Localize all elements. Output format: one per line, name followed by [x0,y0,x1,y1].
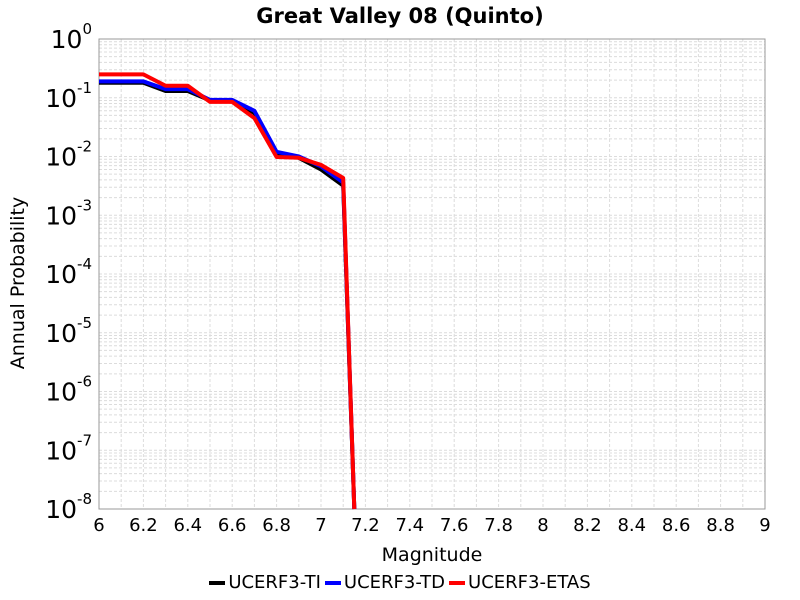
x-tick-label: 8.8 [706,515,735,536]
legend-swatch [209,580,226,585]
x-tick-label: 7.2 [351,515,380,536]
x-tick-label: 7.6 [440,515,469,536]
x-tick-label: 8.4 [617,515,646,536]
x-axis-label: Magnitude [382,544,483,566]
x-tick-label: 7.8 [484,515,513,536]
legend: UCERF3-TI UCERF3-TD UCERF3-ETAS [0,572,800,593]
series-lines [99,72,357,510]
legend-item: UCERF3-TD [324,572,446,593]
y-tick-label: 10-7 [45,431,92,465]
y-axis-label: Annual Probability [7,197,29,370]
x-tick-label: 7 [315,515,326,536]
y-tick-label: 10-8 [45,490,92,524]
x-tick-label: 8.6 [662,515,691,536]
y-tick-label: 10-4 [45,255,92,289]
plot-area-border [98,38,766,510]
legend-item: UCERF3-ETAS [449,572,591,593]
legend-label: UCERF3-TI [228,572,321,593]
x-axis-ticks: 6 6.2 6.4 6.6 6.8 7 7.2 7.4 7.6 7.8 8 8.2 8.4 8.6 8.8 9 [93,515,770,536]
x-tick-label: 8 [537,515,548,536]
x-tick-label: 6.2 [129,515,158,536]
legend-swatch [324,580,341,585]
legend-swatch [449,580,466,585]
x-tick-label: 6.6 [218,515,247,536]
y-axis-ticks: 100 10-1 10-2 10-3 10-4 10-5 10-6 10-7 10-8 [45,20,92,524]
series-line-ucerf3-td [99,79,357,510]
x-tick-label: 9 [759,515,770,536]
legend-item: UCERF3-TI [209,572,321,593]
grid [99,39,765,509]
y-tick-label: 10-5 [45,314,92,348]
y-tick-label: 10-3 [45,196,92,230]
x-tick-label: 6 [93,515,104,536]
x-tick-label: 6.4 [173,515,202,536]
legend-label: UCERF3-ETAS [468,572,591,593]
legend-label: UCERF3-TD [343,572,446,593]
y-tick-label: 100 [51,20,92,54]
y-tick-label: 10-1 [45,79,92,113]
x-tick-label: 6.8 [262,515,291,536]
series-line-ucerf3-ti [99,80,357,510]
y-tick-label: 10-6 [45,373,92,407]
y-tick-label: 10-2 [45,138,92,172]
series-line-ucerf3-etas [99,72,357,510]
x-tick-label: 7.4 [395,515,424,536]
x-tick-label: 8.2 [573,515,602,536]
chart-title: Great Valley 08 (Quinto) [256,4,543,28]
